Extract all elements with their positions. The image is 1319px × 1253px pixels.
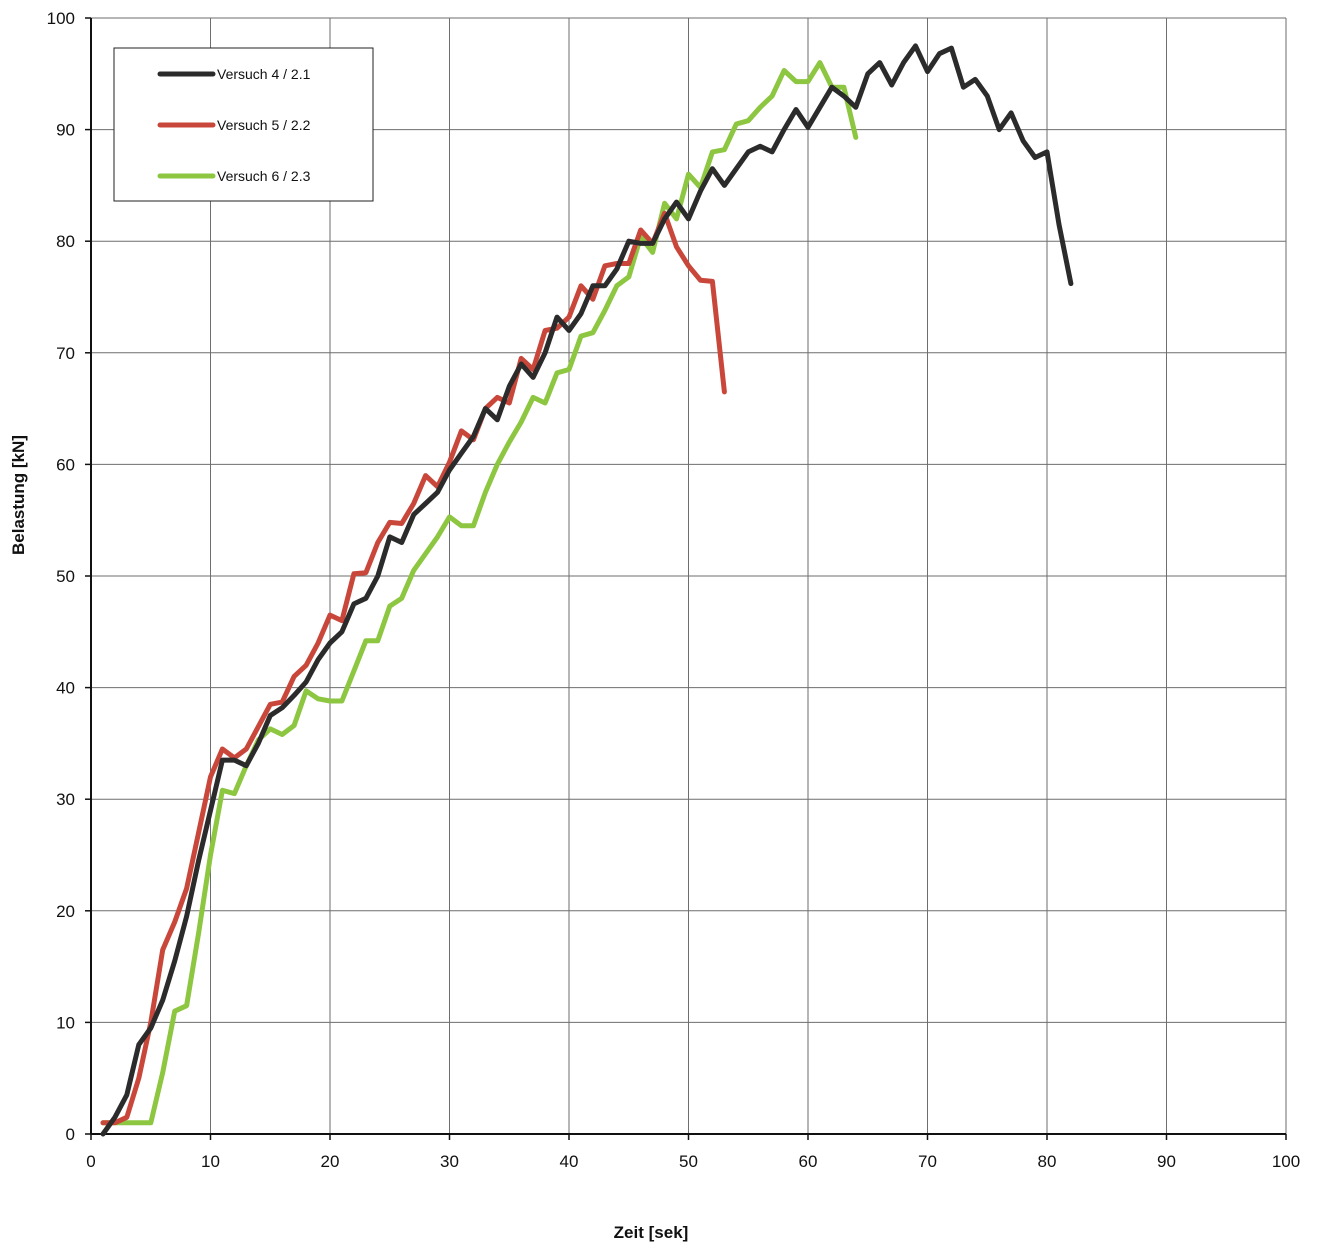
series-line-1	[100, 43, 1074, 1137]
x-tick-label: 90	[1157, 1152, 1176, 1171]
x-tick-label: 40	[560, 1152, 579, 1171]
x-tick-label: 50	[679, 1152, 698, 1171]
y-tick-label: 30	[56, 790, 75, 809]
x-tick-label: 70	[918, 1152, 937, 1171]
x-tick-label: 60	[799, 1152, 818, 1171]
x-tick-label: 10	[201, 1152, 220, 1171]
legend-label: Versuch 5 / 2.2	[217, 117, 311, 133]
x-tick-label: 80	[1038, 1152, 1057, 1171]
x-tick-label: 30	[440, 1152, 459, 1171]
x-tick-label: 0	[86, 1152, 95, 1171]
x-tick-labels: 0 10 20 30 40 50 60 70 80 90 100	[86, 1152, 1300, 1171]
x-axis-title: Zeit [sek]	[614, 1223, 689, 1242]
legend-box	[113, 47, 374, 202]
y-tick-labels: 0 10 20 30 40 50 60 70 80 90 100	[47, 9, 75, 1144]
y-tick-label: 90	[56, 121, 75, 140]
y-axis-title: Belastung [kN]	[9, 435, 28, 555]
y-tick-label: 60	[56, 455, 75, 474]
y-tick-label: 20	[56, 902, 75, 921]
y-tick-label: 0	[66, 1125, 75, 1144]
y-tick-label: 10	[56, 1013, 75, 1032]
y-tick-label: 70	[56, 344, 75, 363]
grid-lines	[90, 17, 1287, 1135]
y-tick-label: 100	[47, 9, 75, 28]
axes	[85, 17, 1287, 1140]
y-tick-label: 50	[56, 567, 75, 586]
legend: Versuch 4 / 2.1 Versuch 5 / 2.2 Versuch 6 …	[113, 47, 374, 202]
series-line-3	[100, 60, 859, 1126]
y-tick-label: 80	[56, 232, 75, 251]
x-tick-label: 100	[1272, 1152, 1300, 1171]
x-tick-label: 20	[321, 1152, 340, 1171]
legend-label: Versuch 6 / 2.3	[217, 168, 311, 184]
legend-label: Versuch 4 / 2.1	[217, 66, 311, 82]
y-tick-label: 40	[56, 679, 75, 698]
data-series	[100, 43, 1074, 1137]
